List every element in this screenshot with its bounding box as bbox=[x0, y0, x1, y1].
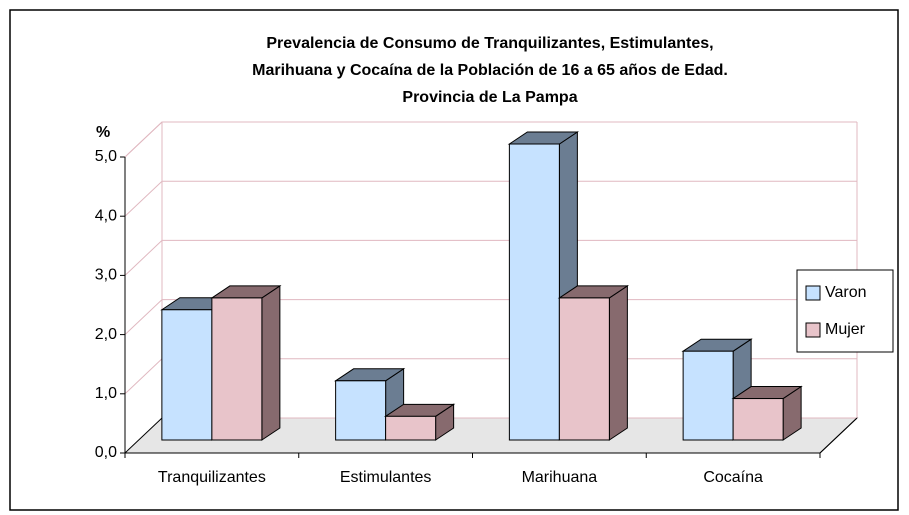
grid-line bbox=[124, 121, 857, 158]
legend-label: Mujer bbox=[825, 321, 866, 338]
legend-label: Varon bbox=[825, 284, 867, 301]
bar-front bbox=[161, 309, 213, 441]
bar bbox=[731, 385, 803, 441]
x-tick-label: Tranquilizantes bbox=[158, 469, 266, 486]
x-tick-label: Marihuana bbox=[522, 469, 598, 486]
chart-title: Marihuana y Cocaína de la Población de 1… bbox=[252, 62, 728, 79]
x-tick-label: Cocaína bbox=[703, 469, 763, 486]
y-tick-label: 5,0 bbox=[95, 148, 117, 165]
y-tick-label: 0,0 bbox=[95, 444, 117, 461]
bar-side bbox=[608, 284, 628, 441]
y-tick-label: 2,0 bbox=[95, 326, 117, 343]
bar-side bbox=[261, 284, 281, 441]
chart-title: Provincia de La Pampa bbox=[402, 89, 577, 106]
legend-swatch bbox=[805, 322, 821, 338]
bar-front bbox=[558, 297, 610, 441]
bar-front bbox=[508, 143, 560, 441]
bar bbox=[557, 284, 630, 441]
y-tick-label: 3,0 bbox=[95, 267, 117, 284]
x-tick-label: Estimulantes bbox=[340, 469, 432, 486]
bar bbox=[507, 131, 580, 441]
bar bbox=[210, 284, 282, 441]
bar-front bbox=[385, 415, 437, 441]
floor-edge bbox=[819, 417, 858, 454]
y-axis-label: % bbox=[96, 124, 110, 141]
bar-front bbox=[211, 297, 263, 441]
legend-box bbox=[796, 269, 894, 353]
bar-front bbox=[732, 398, 784, 441]
bar bbox=[383, 403, 456, 441]
bar-front bbox=[335, 380, 387, 441]
chart-title: Prevalencia de Consumo de Tranquilizante… bbox=[266, 35, 713, 52]
bar-front bbox=[682, 350, 734, 441]
y-tick-label: 1,0 bbox=[95, 385, 117, 402]
grid-line bbox=[124, 239, 857, 276]
y-tick-label: 4,0 bbox=[95, 207, 117, 224]
legend-swatch bbox=[805, 285, 821, 301]
grid-line bbox=[124, 180, 857, 217]
